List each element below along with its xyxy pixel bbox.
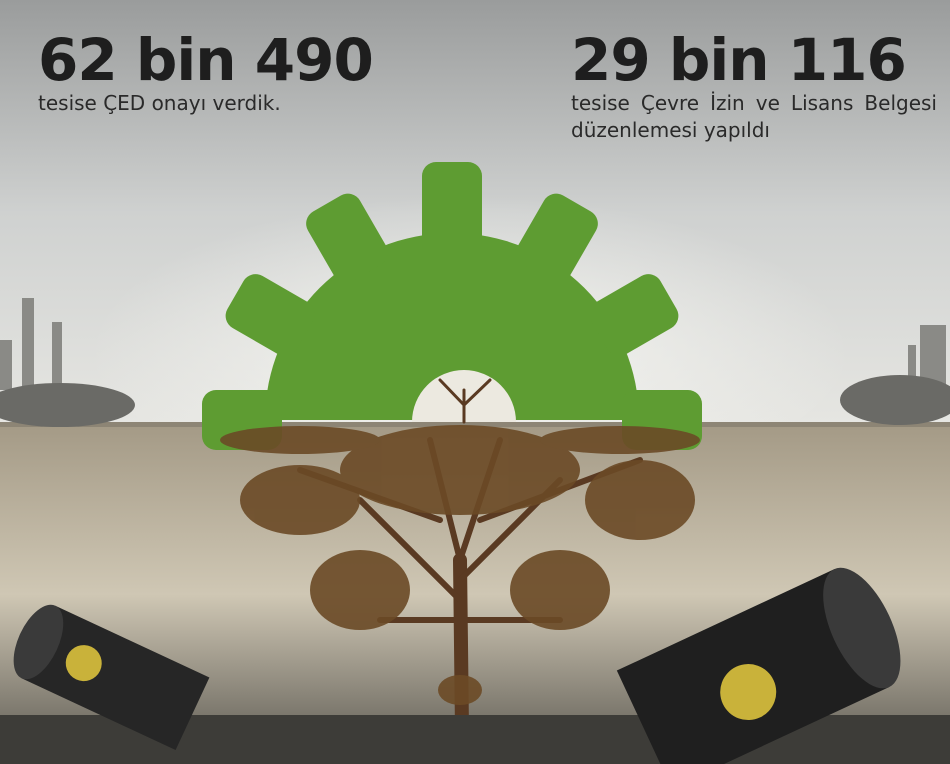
page: 62 bin 490 tesise ÇED onayı verdik. 29 b… (0, 0, 950, 764)
stat-block: 29 bin 116 tesise Çevre İzin ve Lisans B… (571, 30, 937, 144)
stat-value: 29 bin 116 (571, 30, 937, 90)
stat-text: tesise Çevre İzin ve Lisans Belgesi düze… (571, 90, 937, 144)
stat-text: tesise ÇED onayı verdik. (38, 90, 373, 117)
stat-value: 62 bin 490 (38, 30, 373, 90)
stat-block: 62 bin 490 tesise ÇED onayı verdik. (38, 30, 373, 117)
